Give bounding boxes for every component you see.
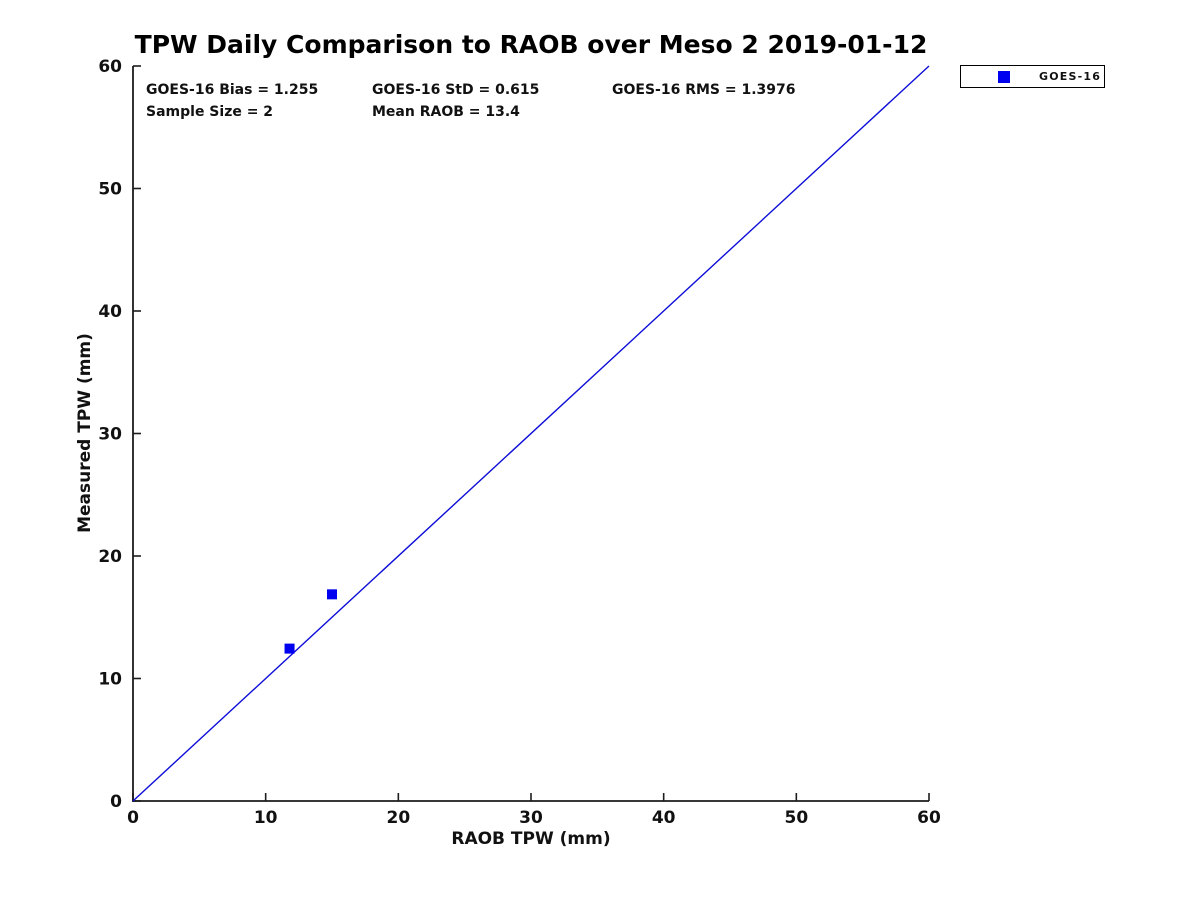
y-tick-label: 0: [110, 792, 122, 812]
y-tick-label: 60: [98, 57, 122, 77]
legend-box: GOES-16: [960, 65, 1105, 88]
stat-mean-raob: Mean RAOB = 13.4: [372, 104, 520, 120]
x-tick-label: 50: [784, 808, 808, 828]
data-point-marker: [284, 643, 295, 654]
chart-title: TPW Daily Comparison to RAOB over Meso 2…: [134, 30, 928, 59]
stat-std: GOES-16 StD = 0.615: [372, 82, 540, 98]
y-axis-label: Measured TPW (mm): [75, 333, 95, 533]
x-tick-label: 20: [386, 808, 410, 828]
stat-rms: GOES-16 RMS = 1.3976: [612, 82, 796, 98]
x-tick-label: 0: [127, 808, 139, 828]
x-tick-label: 40: [652, 808, 676, 828]
stat-sample-size: Sample Size = 2: [146, 104, 274, 120]
legend-label: GOES-16: [1039, 70, 1102, 83]
x-tick-label: 10: [254, 808, 278, 828]
legend-square-marker-icon: [998, 70, 1010, 83]
identity-line: [132, 65, 930, 802]
y-tick-label: 40: [98, 302, 122, 322]
data-point-marker: [327, 589, 337, 600]
y-tick-label: 50: [98, 180, 122, 200]
y-tick-label: 30: [98, 425, 122, 445]
x-tick-label: 60: [917, 808, 941, 828]
x-axis-label: RAOB TPW (mm): [451, 829, 611, 849]
x-tick-label: 30: [519, 808, 543, 828]
stat-bias: GOES-16 Bias = 1.255: [146, 82, 319, 98]
y-tick-label: 20: [98, 547, 122, 567]
y-tick-label: 10: [98, 670, 122, 690]
